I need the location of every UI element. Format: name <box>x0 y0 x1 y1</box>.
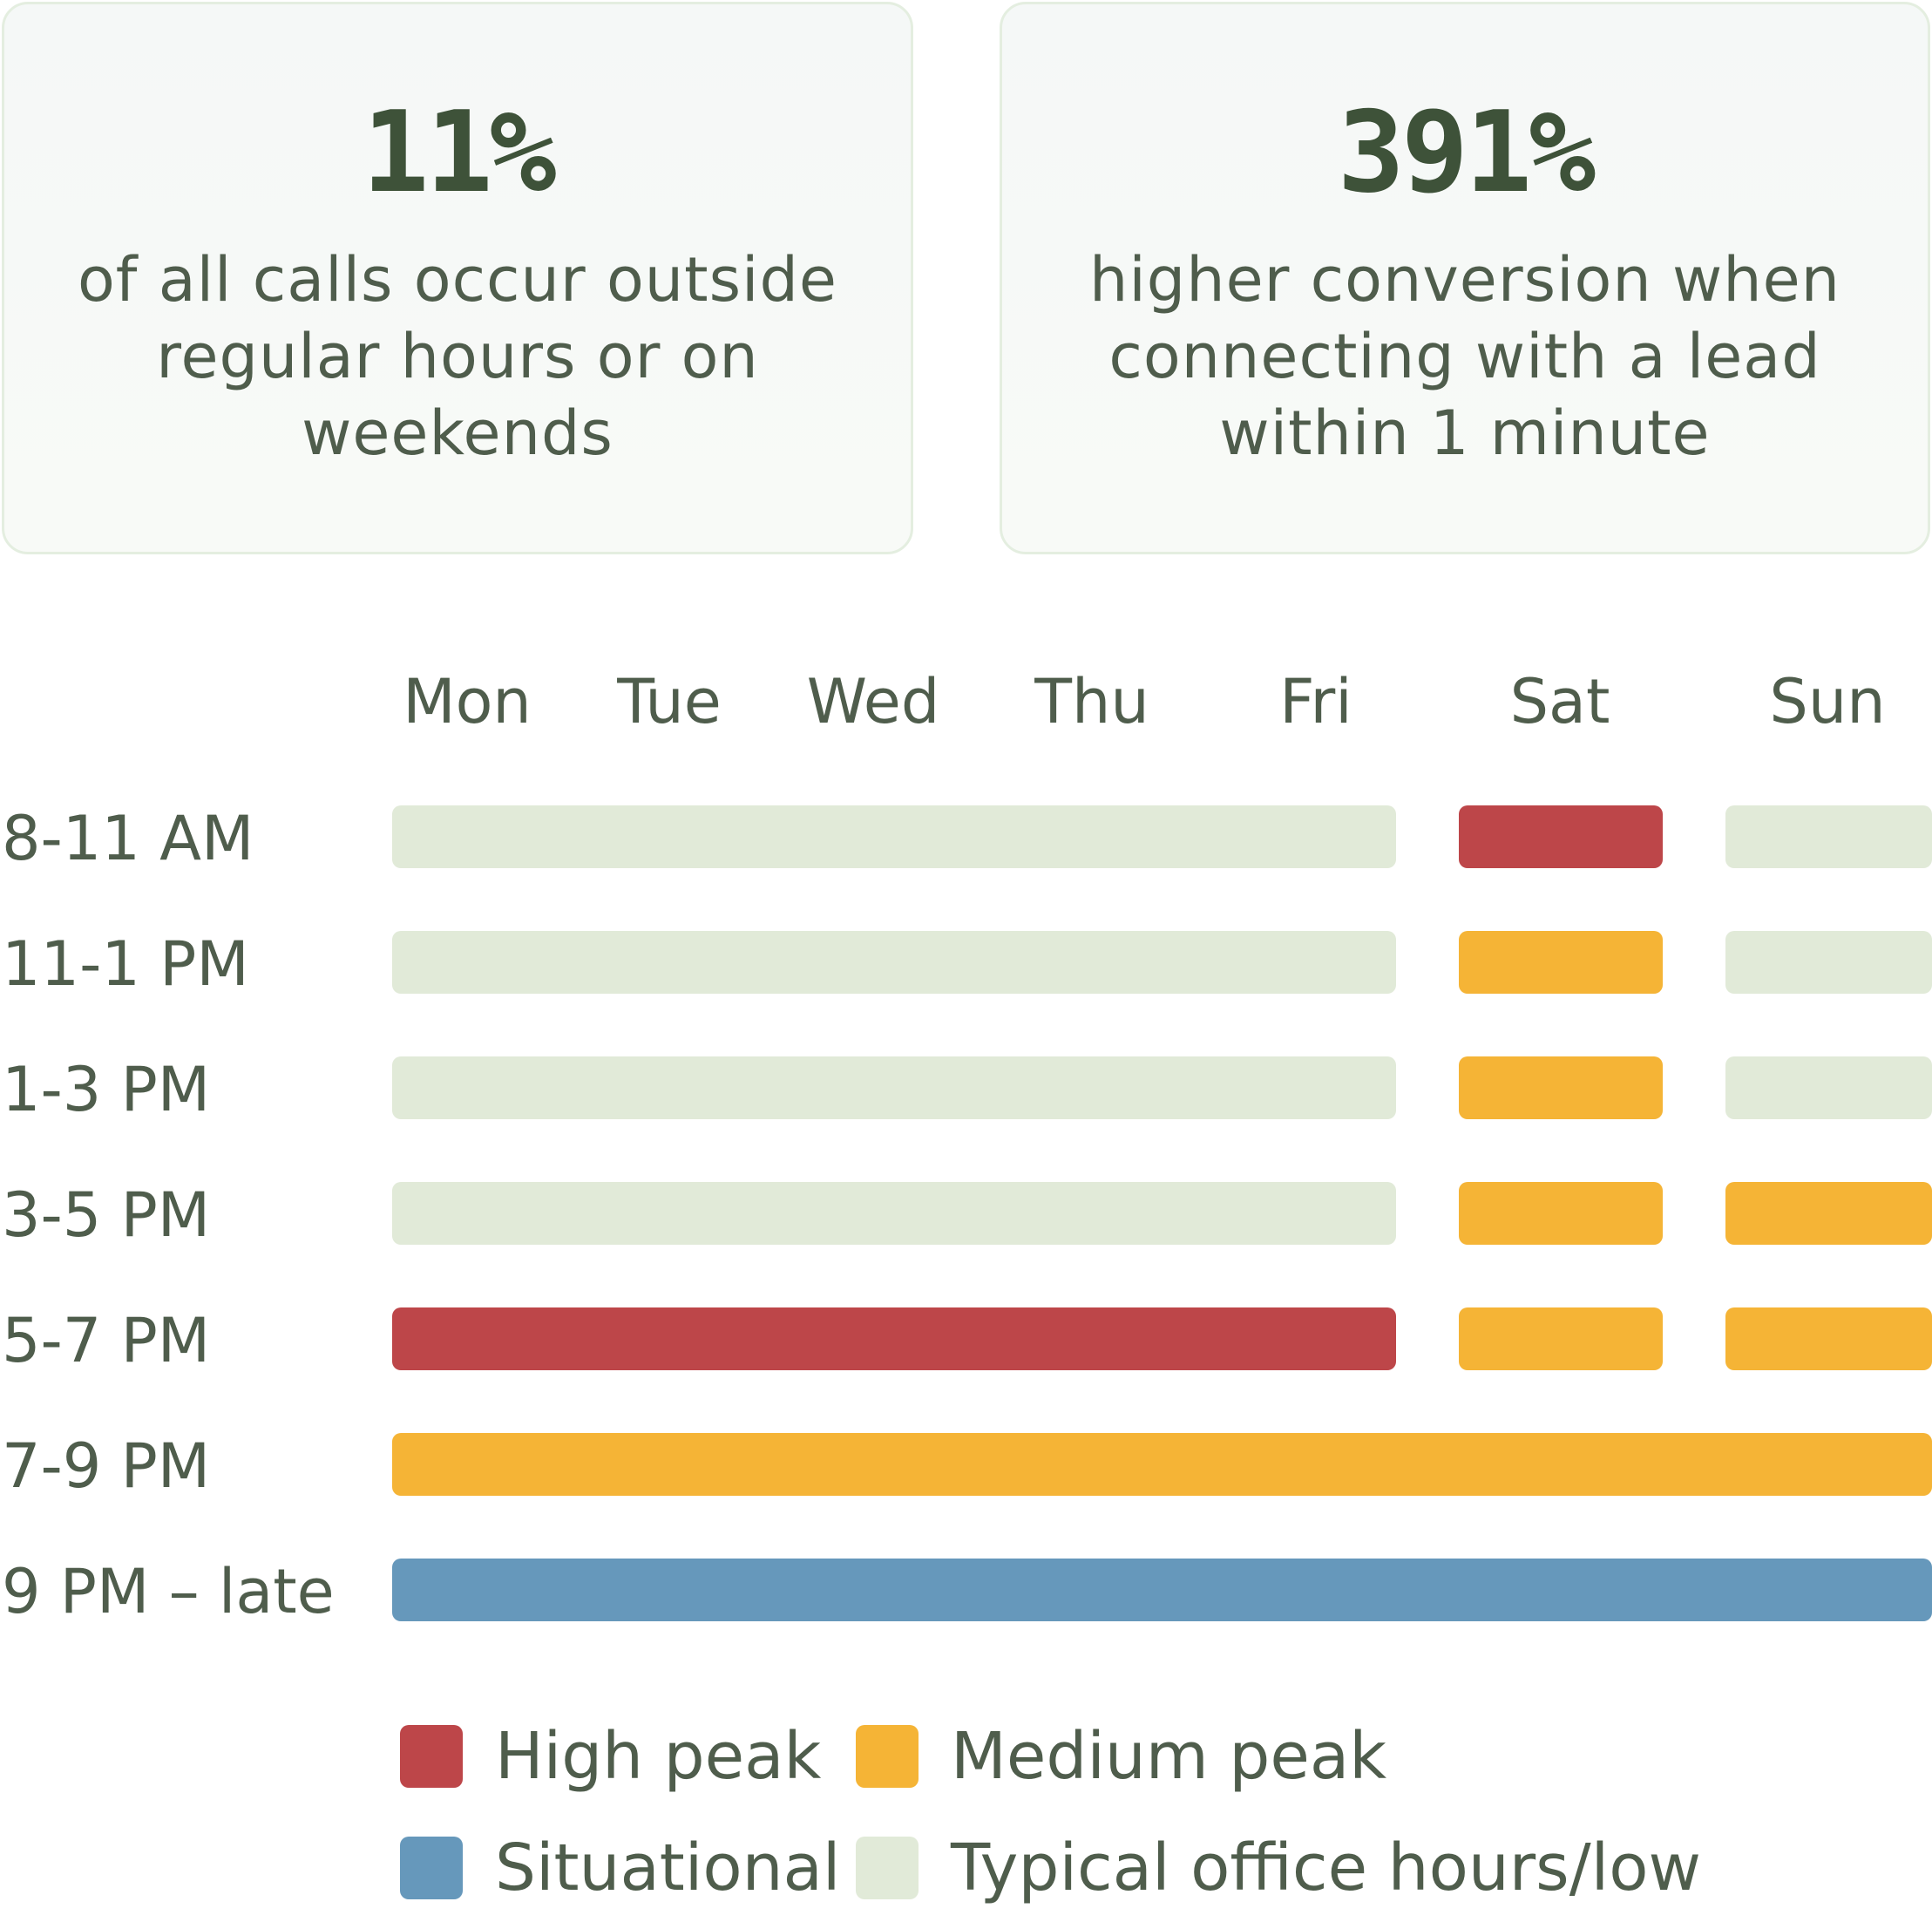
time-slot-labels: 8-11 AM 11-1 PM 1-3 PM 3-5 PM 5-7 PM 7-9 PM 9 … <box>2 803 335 1627</box>
time-slot-label: 5-7 PM <box>2 1305 210 1376</box>
legend-label-situational: Situational <box>495 1830 840 1905</box>
day-labels: Mon Tue Wed Thu Fri Sat Sun <box>403 666 1885 737</box>
heatmap-bar-sunday-low <box>1725 1056 1932 1119</box>
heatmap-bar-weekdays-low <box>392 1056 1396 1119</box>
legend-label-high: High peak <box>495 1719 821 1794</box>
day-label-thu: Thu <box>1034 666 1149 737</box>
time-slot-label: 8-11 AM <box>2 803 254 874</box>
heatmap-bar-saturday-medium <box>1459 931 1663 994</box>
stat-description: of all calls occur outside regular hours… <box>77 244 837 469</box>
heatmap-bar-all-days-medium <box>392 1433 1932 1496</box>
legend-label-medium: Medium peak <box>951 1719 1386 1794</box>
heatmap-bars <box>392 805 1932 1621</box>
time-slot-label: 9 PM – late <box>2 1556 335 1627</box>
day-label-tue: Tue <box>616 666 722 737</box>
stat-description: higher conversion when connecting with a… <box>1088 244 1841 469</box>
stat-value: 11% <box>362 88 556 218</box>
heatmap-bar-sunday-medium <box>1725 1307 1932 1370</box>
heatmap-bar-weekdays-high <box>392 1307 1396 1370</box>
heatmap-bar-weekdays-low <box>392 931 1396 994</box>
legend-label-low: Typical office hours/low <box>950 1830 1701 1905</box>
heatmap-bar-sunday-low <box>1725 931 1932 994</box>
stat-card-conversion: 391% higher conversion when connecting w… <box>1000 2 1930 554</box>
time-slot-label: 1-3 PM <box>2 1054 210 1125</box>
heatmap-bar-sunday-medium <box>1725 1182 1932 1245</box>
day-label-wed: Wed <box>807 666 940 737</box>
day-label-sat: Sat <box>1510 666 1610 737</box>
legend-swatch-high <box>400 1725 463 1788</box>
heatmap-bar-sunday-low <box>1725 805 1932 868</box>
legend-swatch-low <box>856 1837 919 1899</box>
day-label-fri: Fri <box>1279 666 1352 737</box>
heatmap-bar-weekdays-low <box>392 805 1396 868</box>
legend: High peak Medium peak Situational Typical o… <box>400 1719 1701 1905</box>
time-slot-label: 11-1 PM <box>2 928 249 1000</box>
time-slot-label: 7-9 PM <box>2 1430 210 1502</box>
heatmap-bar-all-days-situational <box>392 1559 1932 1621</box>
legend-swatch-medium <box>856 1725 919 1788</box>
legend-swatch-situational <box>400 1837 463 1899</box>
day-label-mon: Mon <box>403 666 532 737</box>
day-label-sun: Sun <box>1769 666 1885 737</box>
stat-value: 391% <box>1337 88 1596 218</box>
time-slot-label: 3-5 PM <box>2 1179 210 1251</box>
heatmap-bar-saturday-medium <box>1459 1056 1663 1119</box>
heatmap-bar-saturday-medium <box>1459 1307 1663 1370</box>
heatmap-bar-saturday-high <box>1459 805 1663 868</box>
heatmap-bar-saturday-medium <box>1459 1182 1663 1245</box>
stat-card-outside-hours: 11% of all calls occur outside regular h… <box>2 2 913 554</box>
heatmap-bar-weekdays-low <box>392 1182 1396 1245</box>
